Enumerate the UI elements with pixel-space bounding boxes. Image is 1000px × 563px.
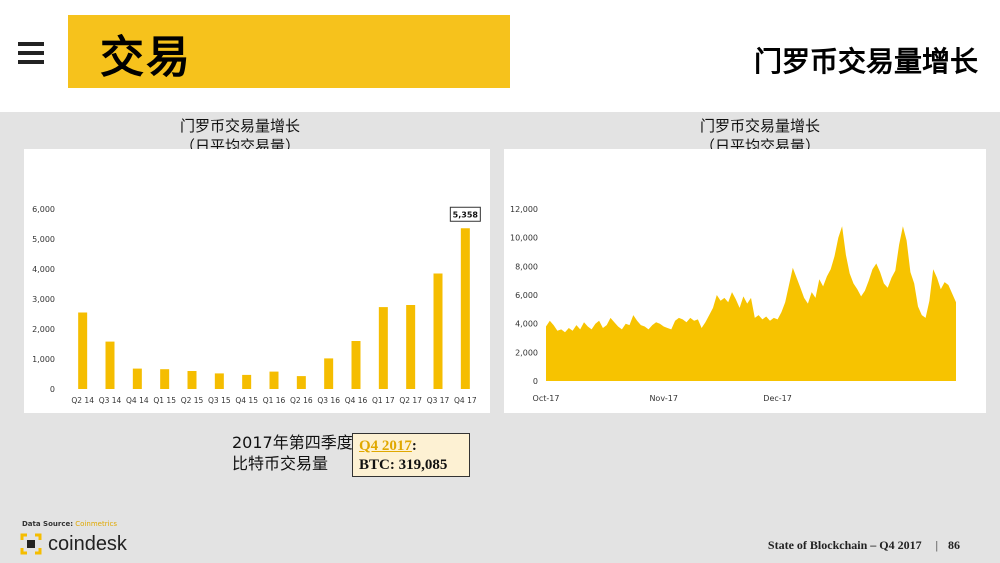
title-banner (68, 15, 510, 88)
page-heading: 门罗币交易量增长 (753, 45, 978, 78)
y-tick-label: 10,000 (510, 234, 538, 243)
right-chart-panel: 0 2,000 4,000 6,000 8,000 10,000 12,000 Oct-17 N… (504, 149, 986, 413)
x-tick-label: Q4 15 (235, 396, 258, 405)
x-tick-label: Nov-17 (649, 394, 677, 403)
y-tick-label: 12,000 (510, 205, 538, 214)
y-tick-label: 0 (50, 385, 55, 394)
callout-period-link[interactable]: Q4 2017 (359, 438, 412, 454)
bar (105, 341, 115, 389)
x-tick-label: Q4 16 (345, 396, 368, 405)
footer-separator: | (935, 538, 938, 552)
x-tick-label: Q2 14 (71, 396, 94, 405)
data-source-note: Data Source: Coinmetrics (22, 520, 117, 528)
slide-title: 交易 (100, 32, 192, 83)
bar (324, 358, 334, 389)
y-tick-label: 0 (533, 377, 538, 386)
x-tick-label: Q3 14 (99, 396, 122, 405)
left-chart-title-line1: 门罗币交易量增长 (179, 117, 300, 135)
bar (351, 341, 361, 389)
data-source-label: Data Source: (22, 520, 74, 528)
area-series (546, 226, 956, 381)
y-tick-label: 4,000 (32, 265, 55, 274)
x-tick-label: Q4 14 (126, 396, 149, 405)
btc-volume-label-line1: 2017年第四季度 (232, 433, 353, 452)
bar (460, 228, 470, 389)
btc-volume-label: 2017年第四季度 比特币交易量 (232, 432, 353, 474)
coindesk-logo-icon (20, 533, 42, 555)
y-tick-label: 4,000 (515, 320, 538, 329)
x-tick-label: Q3 16 (317, 396, 340, 405)
btc-volume-label-line2: 比特币交易量 (232, 454, 329, 473)
y-tick-label: 2,000 (32, 325, 55, 334)
bar (296, 376, 306, 389)
coindesk-logo-text: coindesk (48, 532, 127, 555)
slide-footer: State of Blockchain – Q4 2017 | 86 (768, 538, 960, 553)
y-tick-label: 6,000 (32, 205, 55, 214)
x-tick-label: Dec-17 (763, 394, 792, 403)
bar (242, 374, 252, 389)
bar (132, 368, 142, 389)
y-tick-label: 3,000 (32, 295, 55, 304)
x-tick-label: Q1 17 (372, 396, 395, 405)
coindesk-logo: coindesk (20, 532, 127, 556)
x-tick-label: Q3 17 (427, 396, 450, 405)
hamburger-menu-icon[interactable] (18, 42, 44, 64)
bar (187, 371, 197, 389)
daily-volume-area-chart: 0 2,000 4,000 6,000 8,000 10,000 12,000 Oct-17 N… (510, 205, 956, 403)
y-tick-label: 8,000 (515, 262, 538, 271)
page-number: 86 (948, 538, 960, 552)
right-chart-title-line1: 门罗币交易量增长 (699, 117, 820, 135)
bar (214, 373, 224, 389)
bar (433, 273, 443, 389)
footer-text: State of Blockchain – Q4 2017 (767, 538, 922, 552)
left-chart-panel: 0 1,000 2,000 3,000 4,000 5,000 6,000 Q2 14 Q3 1… (24, 149, 490, 413)
y-tick-label: 5,000 (32, 235, 55, 244)
bar (269, 371, 279, 389)
bar (378, 307, 388, 389)
bar (78, 312, 88, 389)
btc-volume-callout: Q4 2017: BTC: 319,085 (352, 433, 470, 477)
x-tick-label: Q2 15 (181, 396, 204, 405)
x-tick-label: Q4 17 (454, 396, 477, 405)
x-tick-label: Q2 16 (290, 396, 313, 405)
y-tick-label: 6,000 (515, 291, 538, 300)
y-tick-label: 2,000 (515, 348, 538, 357)
bar (406, 305, 416, 389)
x-tick-label: Q3 15 (208, 396, 231, 405)
x-tick-label: Oct-17 (533, 394, 560, 403)
quarterly-volume-bar-chart: 0 1,000 2,000 3,000 4,000 5,000 6,000 Q2 14 Q3 1… (32, 205, 481, 405)
bar (160, 369, 170, 389)
x-tick-label: Q2 17 (399, 396, 422, 405)
data-source-link[interactable]: Coinmetrics (75, 520, 118, 528)
callout-colon: : (411, 438, 417, 454)
data-label-box (449, 206, 481, 222)
x-tick-label: Q1 16 (263, 396, 286, 405)
x-tick-label: Q1 15 (153, 396, 176, 405)
callout-value: BTC: 319,085 (359, 457, 448, 473)
data-label: 5,358 (453, 210, 479, 219)
y-tick-label: 1,000 (32, 355, 55, 364)
